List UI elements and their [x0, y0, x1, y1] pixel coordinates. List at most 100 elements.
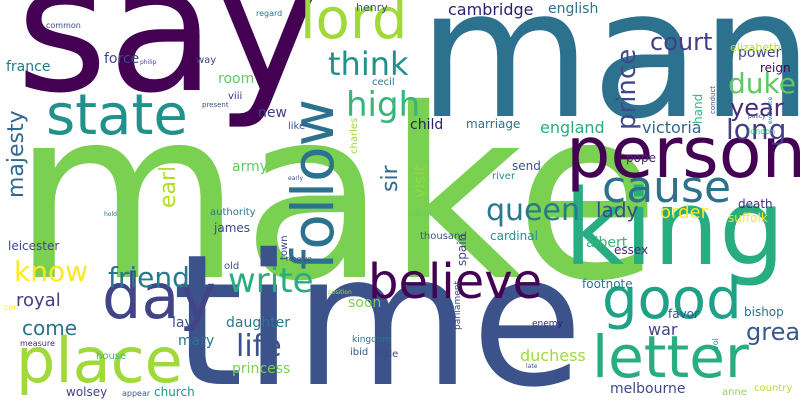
word-like: like: [288, 121, 306, 132]
word-vol: vol: [711, 338, 720, 350]
word-france: france: [6, 59, 51, 75]
word-court: court: [650, 28, 713, 56]
word-victoria: victoria: [642, 118, 702, 137]
word-high: high: [346, 85, 421, 125]
word-hand: hand: [691, 93, 705, 124]
word-evidence: evidence: [767, 96, 774, 124]
word-cardinal: cardinal: [490, 229, 538, 243]
word-power: power: [738, 45, 782, 61]
word-duke: duke: [728, 67, 796, 100]
word-say: say: [16, 0, 320, 132]
word-daughter: daughter: [226, 315, 290, 331]
word-james: james: [214, 221, 251, 235]
word-authority: authority: [210, 207, 256, 218]
word-footnote: footnote: [582, 277, 633, 291]
word-london: london: [748, 127, 776, 136]
word-death: death: [738, 197, 773, 211]
word-church: church: [154, 385, 195, 399]
word-common: common: [46, 21, 81, 30]
word-charles: charles: [349, 117, 360, 154]
word-army: army: [232, 159, 269, 175]
word-state: state: [46, 83, 188, 148]
word-marriage: marriage: [466, 117, 521, 131]
word-measure: measure: [20, 339, 55, 348]
word-philip: philip: [140, 59, 157, 66]
word-place: place: [16, 324, 183, 397]
word-henry: henry: [356, 1, 388, 14]
word-melbourne: melbourne: [610, 381, 686, 397]
word-river: river: [492, 171, 516, 182]
word-lord: lord: [300, 0, 408, 52]
word-earl: earl: [156, 165, 181, 208]
word-essex: essex: [614, 243, 649, 257]
word-know: know: [14, 255, 88, 288]
word-lady: lady: [596, 198, 639, 222]
word-think: think: [328, 45, 409, 83]
word-way: way: [196, 55, 217, 66]
word-believe: believe: [368, 254, 543, 310]
word-kingdom: kingdom: [352, 335, 392, 345]
word-come: come: [22, 316, 78, 340]
word-cause: cause: [602, 162, 732, 213]
word-send: send: [512, 159, 541, 173]
word-viii: viii: [228, 91, 243, 102]
word-letter: letter: [592, 323, 749, 391]
word-queen: queen: [486, 193, 580, 228]
word-lay: lay: [172, 315, 193, 331]
word-room: room: [218, 71, 255, 87]
word-time: time: [172, 215, 584, 400]
word-king: king: [564, 167, 786, 289]
word-person: person: [566, 112, 800, 194]
word-con: con: [4, 303, 19, 312]
word-enemy: enemy: [532, 319, 563, 329]
word-duchess: duchess: [520, 346, 586, 365]
word-mary: mary: [178, 333, 215, 349]
word-princess: princess: [232, 361, 291, 377]
word-day: day: [102, 260, 217, 333]
word-order: order: [660, 202, 708, 223]
word-elizabeth: elizabeth: [730, 41, 781, 54]
word-late: late: [526, 363, 538, 370]
word-hold: hold: [104, 211, 117, 218]
word-reign: reign: [760, 61, 791, 75]
word-soon: soon: [348, 295, 382, 311]
word-england: england: [540, 118, 605, 137]
word-wolsey: wolsey: [66, 385, 108, 399]
word-receive: receive: [286, 255, 312, 263]
word-regard: regard: [256, 9, 283, 18]
word-year: year: [730, 94, 784, 122]
word-old: old: [224, 261, 240, 272]
word-royal: royal: [16, 290, 61, 311]
word-war: war: [648, 320, 678, 339]
word-conduct: conduct: [709, 85, 717, 114]
word-life: life: [236, 329, 282, 364]
word-parliament: parliament: [453, 281, 463, 330]
word-favor: favor: [668, 307, 699, 321]
word-house: house: [96, 351, 127, 362]
word-appear: appear: [122, 389, 151, 398]
word-present: present: [202, 101, 229, 109]
word-man: man: [418, 0, 800, 158]
word-force: force: [104, 51, 140, 67]
word-great: great: [746, 318, 800, 346]
word-write: write: [228, 261, 314, 301]
word-majesty: majesty: [4, 110, 29, 198]
word-country: country: [754, 383, 793, 394]
word-suffolk: suffolk: [728, 211, 768, 225]
word-political: political: [408, 211, 432, 218]
word-position: position: [328, 289, 352, 296]
word-prince: prince: [612, 48, 642, 130]
word-child: child: [410, 117, 444, 133]
word-leicester: leicester: [8, 239, 60, 253]
word-early: early: [288, 175, 304, 182]
word-albert: albert: [586, 235, 628, 251]
word-sir: sir: [378, 165, 403, 192]
word-friend: friend: [108, 261, 190, 294]
word-make: make: [12, 58, 660, 333]
word-cambridge: cambridge: [448, 0, 534, 19]
word-anne: anne: [722, 387, 747, 398]
word-pope: pope: [626, 151, 656, 165]
word-thousand: thousand: [420, 231, 467, 242]
word-visit: visit: [410, 165, 429, 198]
